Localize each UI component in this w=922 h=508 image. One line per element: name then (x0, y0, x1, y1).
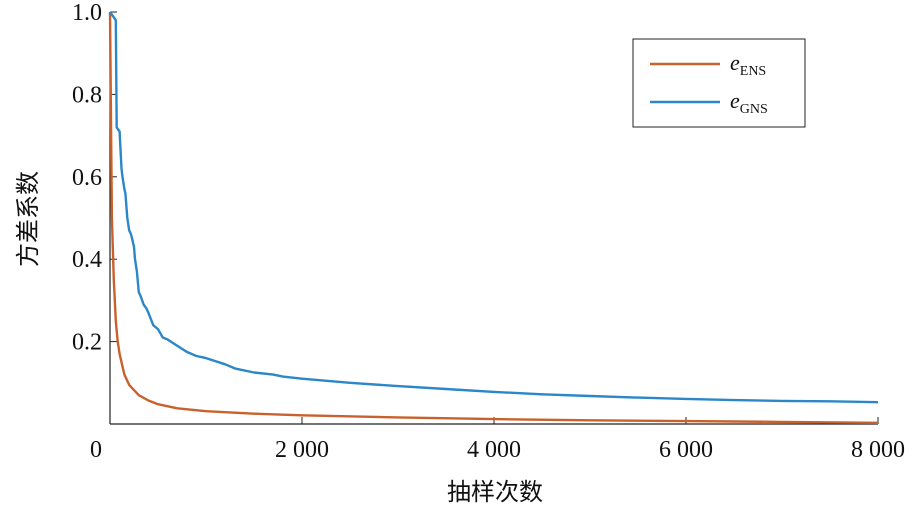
axes: 0 2 000 4 000 6 000 8 000 0.2 0.4 0.6 0.8 1.0 (72, 0, 905, 463)
legend-label-subscript: ENS (740, 64, 766, 79)
y-tick-label: 0.4 (72, 247, 102, 273)
legend-box (632, 38, 806, 128)
x-axis-title: 抽样次数 (447, 478, 543, 506)
series-line-ens (108, 11, 879, 424)
legend-label-subscript: GNS (740, 102, 768, 117)
x-tick-label: 4 000 (467, 437, 521, 463)
y-axis-title: 方差系数 (14, 171, 42, 267)
x-tick-label: 6 000 (659, 437, 713, 463)
series-layer (108, 11, 879, 424)
y-tick-label: 0.2 (72, 330, 102, 356)
y-tick-label: 0.6 (72, 165, 102, 191)
x-tick-label: 8 000 (851, 437, 905, 463)
y-tick-label: 0.8 (72, 82, 102, 108)
x-tick-label: 0 (90, 437, 102, 463)
series-line-gns (109, 11, 879, 404)
y-tick-label: 1.0 (72, 0, 102, 26)
x-tick-label: 2 000 (275, 437, 329, 463)
